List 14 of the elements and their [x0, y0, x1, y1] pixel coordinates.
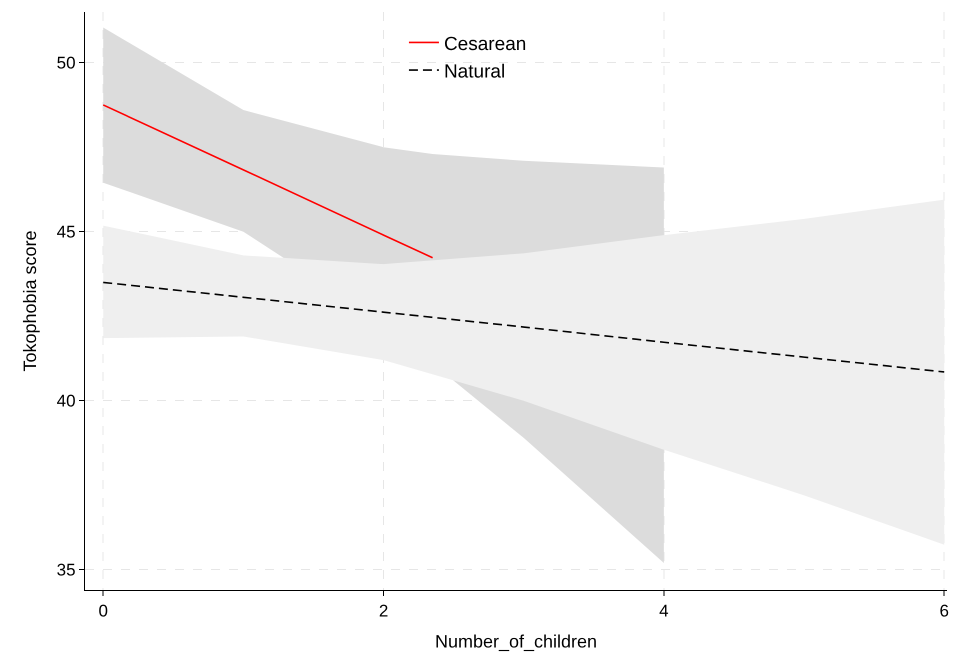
y-tick-label: 35 [56, 560, 76, 580]
x-axis-title: Number_of_children [434, 632, 598, 652]
line-series [102, 104, 434, 259]
x-tick-label: 0 [98, 601, 108, 620]
x-tick-label: 4 [659, 601, 669, 620]
y-axis-title: Tokophobia score [20, 230, 40, 372]
y-tick-label: 50 [56, 54, 76, 73]
x-tick-label: 6 [939, 601, 949, 620]
y-tick-label: 40 [56, 392, 76, 411]
legend-label: Natural [444, 62, 506, 83]
x-tick-label: 2 [378, 601, 388, 620]
line-series [102, 282, 945, 373]
y-tick-label: 45 [56, 222, 76, 242]
legend-label: Cesarean [444, 34, 526, 55]
